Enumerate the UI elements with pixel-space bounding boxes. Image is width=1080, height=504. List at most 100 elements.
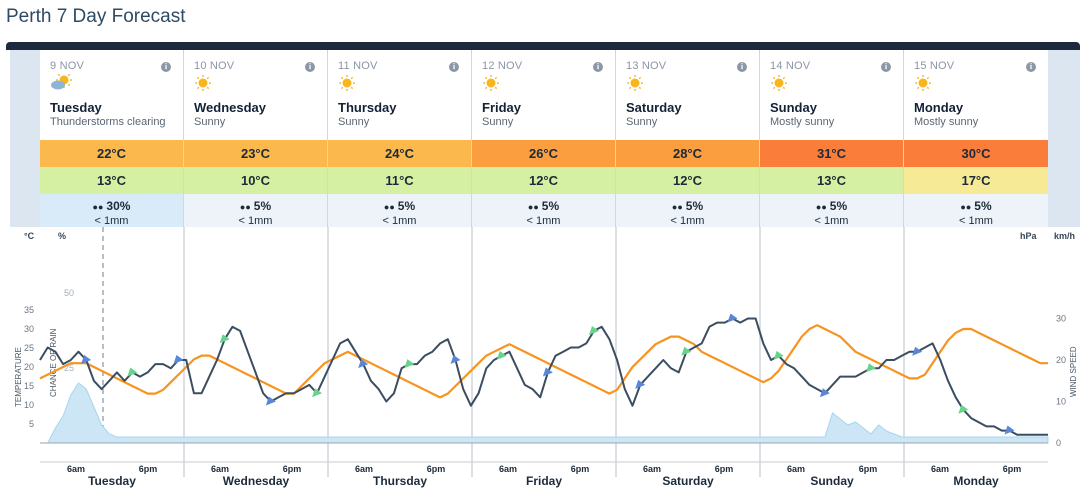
rain-tick: 50 xyxy=(64,288,74,298)
day-card[interactable]: 11 NOV i Thursday Sunny 24°C 11°C ●● 5% <… xyxy=(328,50,472,227)
right-axis-bg xyxy=(1048,227,1080,455)
day-card[interactable]: 9 NOV i Tuesday Thunderstorms clearing 2… xyxy=(40,50,184,227)
max-temperature: 23°C xyxy=(184,140,327,167)
info-icon[interactable]: i xyxy=(737,62,747,72)
rain-chance: 5% xyxy=(253,199,272,213)
raindrops-icon: ●● xyxy=(960,202,972,212)
forecast-grid: 9 NOV i Tuesday Thunderstorms clearing 2… xyxy=(40,50,1048,227)
temperature-axis-label: TEMPERATURE xyxy=(14,347,23,407)
time-label-pm: 6pm xyxy=(859,464,878,474)
info-icon[interactable]: i xyxy=(1026,62,1036,72)
forecast-description: Mostly sunny xyxy=(770,116,835,128)
day-card[interactable]: 13 NOV i Saturday Sunny 28°C 12°C ●● 5% <… xyxy=(616,50,760,227)
rain-unit: % xyxy=(58,231,66,241)
temperature-tick: 15 xyxy=(24,381,34,391)
time-label-pm: 6pm xyxy=(571,464,590,474)
max-temperature: 24°C xyxy=(328,140,471,167)
day-axis-label: Saturday xyxy=(662,474,714,488)
rain-amount: < 1mm xyxy=(959,215,993,227)
time-label-am: 6am xyxy=(931,464,949,474)
min-temperature: 12°C xyxy=(472,167,615,194)
day-card[interactable]: 12 NOV i Friday Sunny 26°C 12°C ●● 5% < 1… xyxy=(472,50,616,227)
day-card[interactable]: 14 NOV i Sunday Mostly sunny 31°C 13°C ●… xyxy=(760,50,904,227)
wind-tick: 0 xyxy=(1056,438,1061,448)
forecast-description: Mostly sunny xyxy=(914,116,979,128)
wind-tick: 30 xyxy=(1056,314,1066,324)
time-label-am: 6am xyxy=(643,464,661,474)
raindrops-icon: ●● xyxy=(383,202,395,212)
meteogram-svg: °C%hPakm/h51015202530352550750102030TEMP… xyxy=(10,213,1080,488)
wind-direction-icon xyxy=(265,396,276,406)
wind-tick: 10 xyxy=(1056,397,1066,407)
max-temperature: 22°C xyxy=(40,140,183,167)
day-name: Saturday xyxy=(626,100,682,115)
day-name: Sunday xyxy=(770,100,817,115)
wind-direction-icon xyxy=(358,359,369,369)
meteogram[interactable]: °C%hPakm/h51015202530352550750102030TEMP… xyxy=(0,213,1080,504)
rain-summary: ●● 5% < 1mm xyxy=(904,194,1048,227)
storm-sun-icon xyxy=(51,72,72,90)
temperature-tick: 20 xyxy=(24,362,34,372)
wind-direction-icon xyxy=(819,388,830,398)
info-icon[interactable]: i xyxy=(305,62,315,72)
time-label-am: 6am xyxy=(499,464,517,474)
wind-direction-icon xyxy=(912,346,923,356)
wind-direction-icon xyxy=(312,388,323,398)
day-axis-label: Tuesday xyxy=(88,474,136,488)
day-name: Monday xyxy=(914,100,964,115)
time-label-am: 6am xyxy=(355,464,373,474)
min-temperature: 12°C xyxy=(616,167,759,194)
time-label-pm: 6pm xyxy=(139,464,158,474)
temperature-tick: 10 xyxy=(24,400,34,410)
rain-chance: 5% xyxy=(397,199,416,213)
plot-background xyxy=(40,227,1048,455)
time-label-am: 6am xyxy=(67,464,85,474)
pressure-unit: hPa xyxy=(1020,231,1038,241)
day-axis-label: Sunday xyxy=(810,474,854,488)
temperature-line xyxy=(39,324,1048,399)
rain-chance: 5% xyxy=(685,199,704,213)
rain-summary: ●● 5% < 1mm xyxy=(184,194,327,227)
max-temperature: 30°C xyxy=(904,140,1048,167)
rain-amount: < 1mm xyxy=(94,215,129,227)
day-name: Wednesday xyxy=(194,100,267,115)
date-label: 10 NOV xyxy=(194,60,235,72)
raindrops-icon: ●● xyxy=(815,202,827,212)
info-icon[interactable]: i xyxy=(161,62,171,72)
time-label-pm: 6pm xyxy=(283,464,302,474)
info-icon[interactable]: i xyxy=(593,62,603,72)
wind-speed-line xyxy=(39,317,1048,436)
info-icon[interactable]: i xyxy=(449,62,459,72)
rain-summary: ●● 30% < 1mm xyxy=(40,194,183,227)
day-name: Tuesday xyxy=(50,100,102,115)
time-label-am: 6am xyxy=(787,464,805,474)
min-temperature: 11°C xyxy=(328,167,471,194)
day-card[interactable]: 15 NOV i Monday Mostly sunny 30°C 17°C ●… xyxy=(904,50,1048,227)
day-header: 9 NOV i Tuesday Thunderstorms clearing xyxy=(40,50,183,140)
forecast-description: Sunny xyxy=(482,116,514,128)
left-gutter xyxy=(10,50,40,227)
wind-axis-label: WIND SPEED xyxy=(1069,346,1078,397)
temperature-tick: 35 xyxy=(24,305,34,315)
wind-direction-icon xyxy=(589,325,600,335)
day-header: 14 NOV i Sunday Mostly sunny xyxy=(760,50,903,140)
temperature-tick: 30 xyxy=(24,324,34,334)
wind-direction-icon xyxy=(635,379,646,389)
wind-direction-icon xyxy=(866,363,877,373)
day-axis-label: Wednesday xyxy=(223,474,290,488)
wind-direction-icon xyxy=(219,334,230,344)
min-temperature: 10°C xyxy=(184,167,327,194)
max-temperature: 28°C xyxy=(616,140,759,167)
wind-direction-icon xyxy=(727,313,738,323)
header-bar xyxy=(6,42,1080,50)
day-name: Thursday xyxy=(338,100,397,115)
temperature-unit: °C xyxy=(24,231,35,241)
left-axis-bg xyxy=(10,227,40,455)
sun-icon xyxy=(195,75,211,91)
date-label: 12 NOV xyxy=(482,60,523,72)
rain-summary: ●● 5% < 1mm xyxy=(760,194,903,227)
max-temperature: 31°C xyxy=(760,140,903,167)
info-icon[interactable]: i xyxy=(881,62,891,72)
day-card[interactable]: 10 NOV i Wednesday Sunny 23°C 10°C ●● 5% … xyxy=(184,50,328,227)
day-axis-label: Thursday xyxy=(373,474,427,488)
